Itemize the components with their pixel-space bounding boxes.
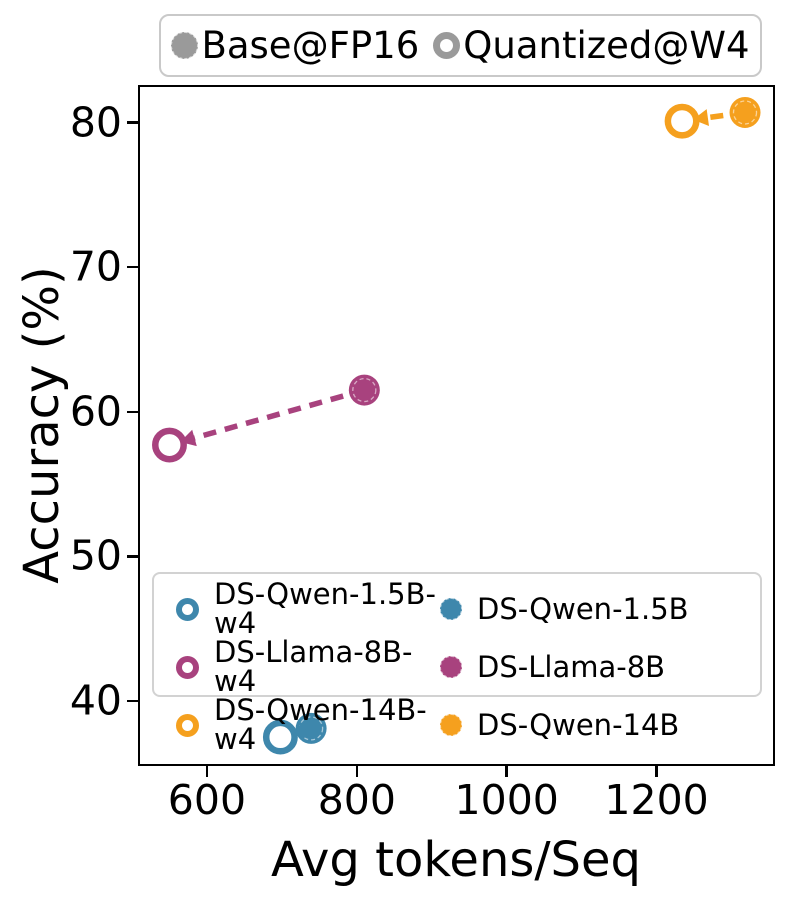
x-tick-mark xyxy=(205,766,209,777)
x-tick-label: 600 xyxy=(167,776,247,824)
quantized-point-marker xyxy=(262,719,298,755)
open-circle-icon xyxy=(433,32,461,59)
series-legend: DS-Qwen-1.5B-w4 DS-Llama-8B-w4 DS-Qwen-14B… xyxy=(152,572,762,754)
quantized-point-marker xyxy=(152,427,187,463)
x-tick-mark xyxy=(505,766,508,777)
legend-entry-quantized: DS-Llama-8B-w4 xyxy=(176,638,440,696)
legend-label: DS-Qwen-14B-w4 xyxy=(214,693,427,756)
y-tick-label: 40 xyxy=(69,676,122,725)
legend-entry-base: DS-Llama-8B xyxy=(440,649,750,684)
filled-circle-icon xyxy=(440,598,463,620)
legend-entry-quantized: DS-Qwen-1.5B-w4 xyxy=(176,580,440,638)
top-legend-label-base: Base@FP16 xyxy=(201,24,420,67)
x-tick-label: 1000 xyxy=(454,776,559,824)
open-circle-icon xyxy=(176,713,199,737)
legend-entry-base: DS-Qwen-14B xyxy=(440,707,750,742)
legend-entry-quantized: DS-Qwen-14B-w4 xyxy=(176,696,440,754)
y-tick-mark xyxy=(127,410,138,413)
legend-label: DS-Qwen-1.5B-w4 xyxy=(214,577,436,640)
legend-label: DS-Llama-8B xyxy=(477,649,666,684)
y-tick-label: 60 xyxy=(69,387,122,436)
y-tick-mark xyxy=(127,699,138,703)
x-tick-label: 1200 xyxy=(604,776,709,824)
quantized-point-marker xyxy=(664,103,700,139)
y-tick-mark xyxy=(127,265,138,269)
open-circle-icon xyxy=(176,597,199,621)
base-to-quantized-arrow-line xyxy=(168,387,366,448)
y-tick-mark xyxy=(127,555,138,558)
y-axis-title: Accuracy (%) xyxy=(14,266,70,584)
y-tick-mark xyxy=(127,121,138,124)
y-tick-label: 80 xyxy=(69,98,122,147)
legend-label: DS-Qwen-14B xyxy=(477,707,680,742)
arrow-head xyxy=(180,429,197,447)
arrow-head xyxy=(692,109,709,127)
x-axis-title: Avg tokens/Seq xyxy=(270,832,642,888)
filled-circle-icon xyxy=(440,714,463,736)
top-legend-entry-base: Base@FP16 xyxy=(171,27,419,64)
top-legend-entry-quantized: Quantized@W4 xyxy=(433,24,750,67)
top-legend-label-quantized: Quantized@W4 xyxy=(463,24,750,67)
x-tick-mark xyxy=(355,766,359,777)
filled-circle-icon xyxy=(440,656,463,678)
legend-label: DS-Llama-8B-w4 xyxy=(214,635,413,698)
arrow-head xyxy=(290,721,308,739)
filled-circle-icon xyxy=(171,32,199,59)
top-legend: Base@FP16 Quantized@W4 xyxy=(159,14,762,77)
legend-label: DS-Qwen-1.5B xyxy=(477,591,689,626)
y-tick-label: 70 xyxy=(69,242,122,291)
base-marker-inner-ring xyxy=(352,377,377,403)
x-tick-label: 800 xyxy=(317,776,396,824)
y-tick-label: 50 xyxy=(69,531,122,580)
x-tick-mark xyxy=(655,766,658,777)
legend-entry-base: DS-Qwen-1.5B xyxy=(440,591,750,626)
open-circle-icon xyxy=(176,655,199,679)
base-marker-inner-ring xyxy=(732,100,758,125)
scatter-plot-canvas xyxy=(152,96,761,755)
